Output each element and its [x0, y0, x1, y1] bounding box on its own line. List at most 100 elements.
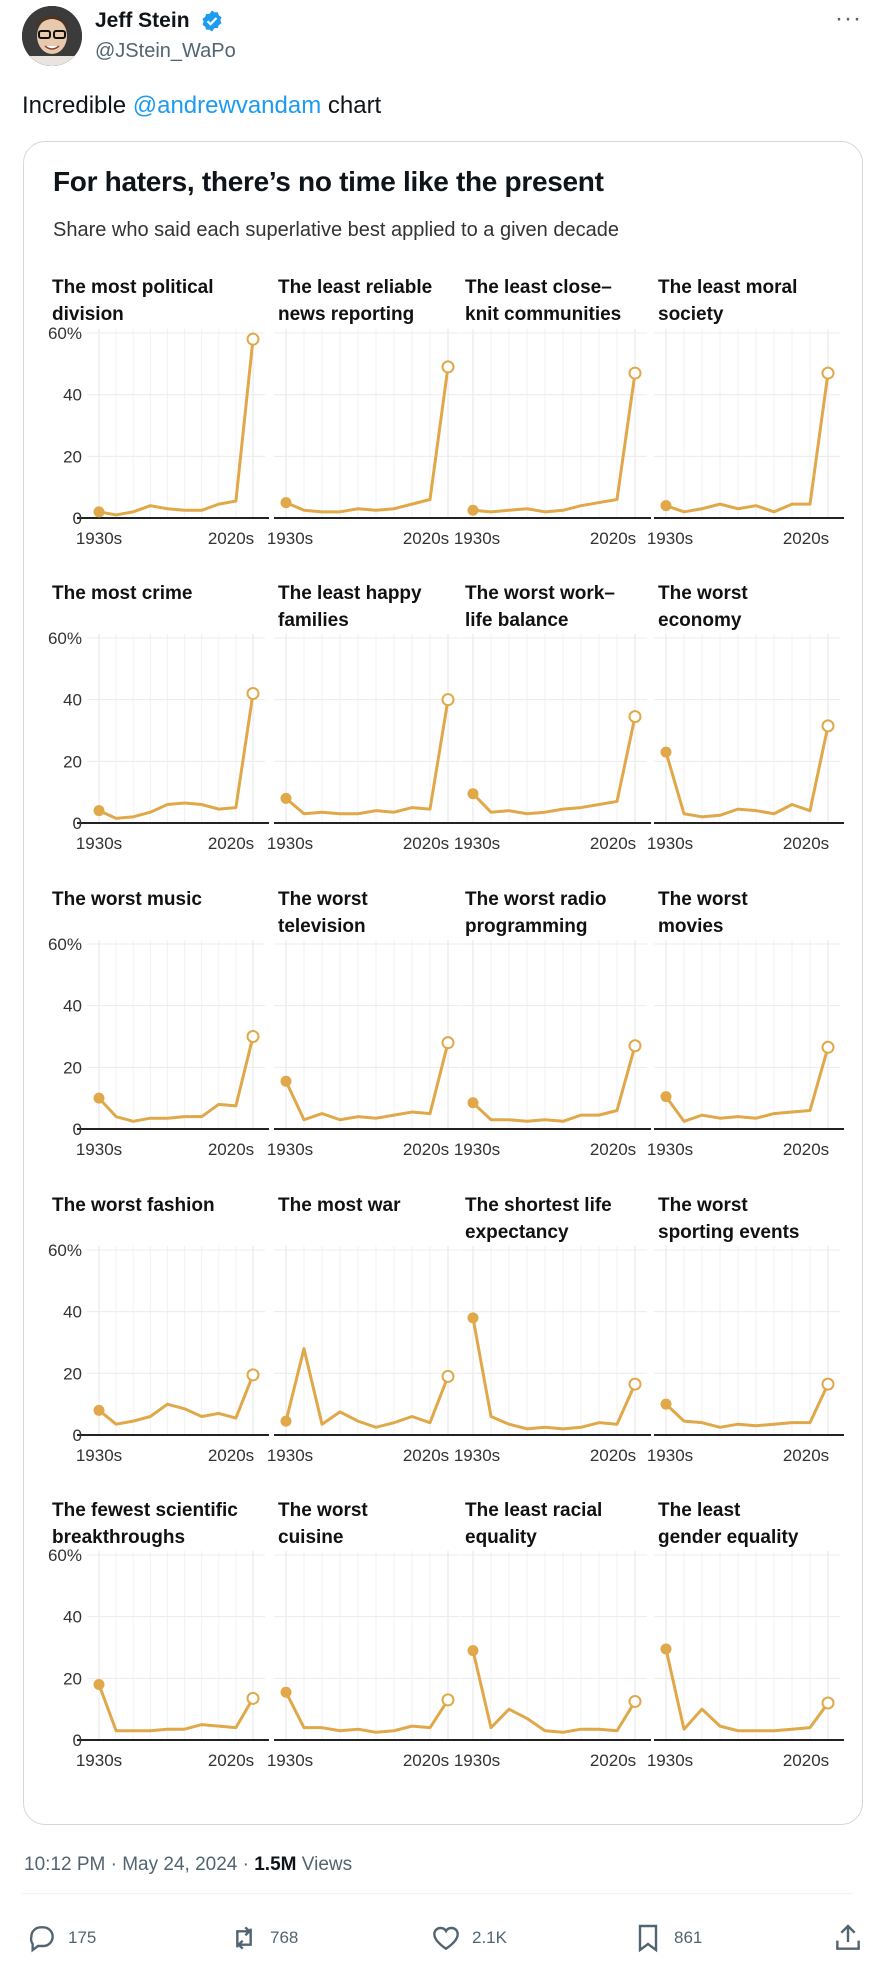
panel-title: cuisine	[278, 1527, 343, 1548]
series-line	[665, 372, 830, 514]
x-tick-label: 1930s	[647, 529, 693, 548]
panel-title: The worst radio	[465, 889, 606, 910]
start-point	[93, 506, 105, 518]
x-tick-label: 1930s	[647, 1751, 693, 1770]
x-tick-label: 2020s	[590, 1446, 636, 1465]
x-tick-label: 2020s	[403, 834, 449, 853]
start-point	[93, 1679, 105, 1690]
panel-title: The worst	[658, 1195, 748, 1216]
x-tick-label: 2020s	[590, 1140, 636, 1159]
retweet-button[interactable]: 768	[228, 1922, 298, 1954]
like-button[interactable]: 2.1K	[430, 1922, 507, 1954]
panel-title: gender equality	[658, 1527, 799, 1548]
start-point	[93, 1404, 105, 1416]
author-handle[interactable]: @JStein_WaPo	[95, 40, 236, 62]
panel-title: programming	[465, 916, 587, 937]
end-point	[441, 693, 455, 707]
retweet-count: 768	[270, 1928, 299, 1947]
x-tick-label: 2020s	[208, 1751, 254, 1770]
tweet-text-part: chart	[321, 92, 382, 119]
start-point	[660, 1643, 672, 1655]
start-point	[280, 1075, 292, 1087]
x-tick-label: 2020s	[403, 529, 449, 548]
series-line	[471, 1045, 637, 1123]
bookmark-button[interactable]: 861	[632, 1922, 702, 1954]
panel-title: The worst	[278, 889, 368, 910]
series-line	[97, 1036, 255, 1123]
end-point	[628, 1694, 642, 1708]
start-point	[467, 504, 479, 516]
panel-title: The worst	[278, 1500, 368, 1521]
x-tick-label: 2020s	[783, 1446, 829, 1465]
series-line	[664, 1383, 830, 1429]
panel-title: life balance	[465, 610, 569, 631]
panel-title: The least	[658, 1500, 741, 1521]
start-point	[660, 1398, 672, 1410]
bookmark-count: 861	[674, 1928, 703, 1947]
author-name[interactable]: Jeff Stein	[95, 9, 190, 32]
panel-title: The most crime	[52, 583, 192, 604]
y-tick-label: 0	[73, 814, 82, 833]
start-point	[93, 805, 105, 817]
end-point	[628, 366, 642, 380]
start-point	[660, 500, 672, 512]
panel-title: The worst	[658, 583, 748, 604]
series-line	[471, 1650, 637, 1734]
series-line	[98, 1374, 255, 1426]
end-point	[441, 1693, 455, 1707]
series-line	[471, 716, 637, 816]
start-point	[660, 1091, 672, 1103]
y-tick-label: 60%	[48, 324, 82, 343]
chart-image[interactable]: For haters, there’s no time like the pre…	[23, 141, 863, 1825]
panel-title: The fewest scientific	[52, 1500, 238, 1521]
end-point	[441, 360, 455, 374]
more-options-icon[interactable]: ···	[835, 5, 862, 32]
panel-title: The worst	[658, 889, 748, 910]
panel-title: sporting events	[658, 1222, 799, 1243]
series-line	[664, 1648, 830, 1733]
panel-title: economy	[658, 610, 742, 631]
series-line	[97, 1683, 255, 1733]
start-point	[280, 497, 292, 509]
reply-count: 175	[68, 1928, 97, 1947]
verified-badge-icon	[202, 10, 222, 32]
end-point	[821, 1377, 835, 1391]
end-point	[246, 332, 260, 346]
timestamp-text[interactable]: 10:12 PM · May 24, 2024 ·	[24, 1854, 255, 1875]
panel-title: families	[278, 610, 349, 631]
panel-title: movies	[658, 916, 723, 937]
x-tick-label: 1930s	[647, 1446, 693, 1465]
reply-button[interactable]: 175	[26, 1922, 96, 1954]
x-tick-label: 2020s	[783, 1751, 829, 1770]
share-button[interactable]	[832, 1922, 864, 1954]
x-tick-label: 1930s	[76, 834, 122, 853]
end-point	[246, 1030, 260, 1043]
y-tick-label: 0	[73, 1731, 82, 1750]
avatar-image	[22, 6, 82, 66]
end-point	[821, 366, 835, 380]
reply-icon	[29, 1926, 54, 1953]
series-line	[471, 1317, 637, 1431]
x-tick-label: 2020s	[208, 1140, 254, 1159]
x-tick-label: 2020s	[590, 1751, 636, 1770]
y-tick-label: 60%	[48, 1546, 82, 1565]
tweet-timestamp[interactable]: 10:12 PM · May 24, 2024 · 1.5M Views	[24, 1854, 352, 1876]
panel-title: The most war	[278, 1195, 401, 1216]
x-tick-label: 2020s	[208, 529, 254, 548]
x-tick-label: 1930s	[454, 529, 500, 548]
panel-title: equality	[465, 1527, 537, 1548]
panel-title: The least close–	[465, 277, 612, 298]
end-point	[628, 1377, 642, 1391]
avatar[interactable]	[22, 6, 82, 66]
panel-title: The least happy	[278, 583, 422, 604]
panel-title: breakthroughs	[52, 1527, 185, 1548]
x-tick-label: 1930s	[647, 834, 693, 853]
y-tick-label: 40	[63, 997, 82, 1016]
panel-title: division	[52, 304, 124, 325]
x-tick-label: 2020s	[783, 834, 829, 853]
x-tick-label: 1930s	[267, 1751, 313, 1770]
start-point	[467, 788, 479, 800]
chart-subtitle: Share who said each superlative best app…	[53, 219, 619, 241]
mention-link[interactable]: @andrewvandam	[132, 92, 322, 119]
x-tick-label: 1930s	[76, 1140, 122, 1159]
